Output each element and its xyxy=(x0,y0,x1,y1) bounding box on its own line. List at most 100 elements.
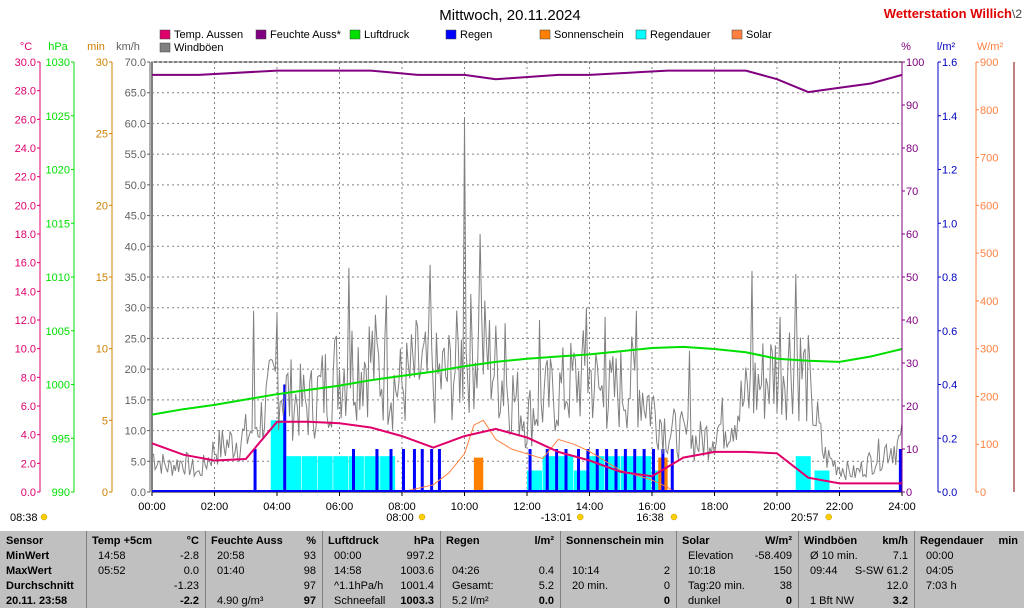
rain-bar xyxy=(545,449,549,492)
humidity-tick-label: 80 xyxy=(906,143,918,155)
table-header-label: Windböen xyxy=(804,535,858,547)
temp-tick-label: 16.0 xyxy=(15,258,36,270)
legend-swatch xyxy=(731,29,743,40)
solar-tick-label: 200 xyxy=(980,391,998,403)
wind-unit-label: km/h xyxy=(116,41,140,53)
humidity-tick-label: 40 xyxy=(906,315,918,327)
table-cell-label: 01:40 xyxy=(217,565,245,577)
wind-tick-label: 55.0 xyxy=(125,149,146,161)
pressure-tick-label: 1015 xyxy=(46,218,70,230)
legend-swatch xyxy=(255,29,267,40)
temp-tick-label: 30.0 xyxy=(15,57,36,69)
humidity-tick-label: 10 xyxy=(906,444,918,456)
rain-bar xyxy=(253,449,257,492)
humidity-tick-label: 70 xyxy=(906,186,918,198)
temp-tick-label: 4.0 xyxy=(21,430,36,442)
wind-tick-label: 5.0 xyxy=(131,456,146,468)
temp-tick-label: 2.0 xyxy=(21,458,36,470)
table-cell-label: 04:26 xyxy=(452,565,480,577)
rain-bar xyxy=(437,449,441,492)
table-cell-label: Durchschnitt xyxy=(6,580,74,592)
table-cell-label: Ø 10 min. xyxy=(810,550,858,562)
weather-chart: 00:00 02:00 04:00 06:00 08:00 10:00 12:00 14:00… xyxy=(10,6,1022,524)
table-header-label: Solar xyxy=(682,535,710,547)
x-tick-label: 04:00 xyxy=(263,501,291,513)
rain-bar xyxy=(670,449,674,492)
x-tick-label: 00:00 xyxy=(138,501,166,513)
table-cell-value: 97 xyxy=(303,580,316,592)
table-header-unit: % xyxy=(306,535,316,547)
table-cell-label: 5.2 l/m² xyxy=(452,595,489,607)
table-cell-label: MinWert xyxy=(6,550,50,562)
marker-label: 20:57 xyxy=(791,512,819,524)
table-cell-label: 04:05 xyxy=(926,565,954,577)
rain-tick-label: 1.4 xyxy=(942,111,957,123)
table-cell-value: S-SW 61.2 xyxy=(854,565,908,577)
x-tick-label: 08:00 xyxy=(388,501,416,513)
rain-bar xyxy=(420,449,424,492)
legend-swatch xyxy=(159,42,171,53)
rain-tick-label: 1.2 xyxy=(942,165,957,177)
rain-bar xyxy=(898,449,902,492)
table-header-unit: l/m² xyxy=(534,535,554,547)
rain-tick-label: 0.6 xyxy=(942,326,957,338)
rain-unit-label: l/m² xyxy=(937,41,956,53)
table-cell-label: 10:18 xyxy=(688,565,716,577)
minutes-unit-label: min xyxy=(87,41,105,53)
pressure-unit-label: hPa xyxy=(48,41,68,53)
stats-table: Sensor MinWert MaxWert Durchschnitt 20.11. 2… xyxy=(0,531,1024,608)
solar-tick-label: 600 xyxy=(980,200,998,212)
table-divider xyxy=(798,531,799,608)
wind-tick-label: 65.0 xyxy=(125,88,146,100)
minutes-tick-label: 15 xyxy=(96,272,108,284)
table-cell-label: 20:58 xyxy=(217,550,245,562)
rain-bar xyxy=(430,449,434,492)
rain-bar xyxy=(528,449,532,492)
table-cell-label: dunkel xyxy=(688,595,721,607)
wind-tick-label: 70.0 xyxy=(125,57,146,69)
legend-label: Solar xyxy=(746,29,772,41)
x-tick-label: 20:00 xyxy=(763,501,791,513)
temp-tick-label: 26.0 xyxy=(15,114,36,126)
solar-tick-label: 500 xyxy=(980,248,998,260)
rain-bar xyxy=(375,449,379,492)
minutes-tick-label: 5 xyxy=(102,415,108,427)
marker-label: 16:38 xyxy=(636,512,664,524)
table-divider xyxy=(86,531,87,608)
legend-label: Sonnenschein xyxy=(554,29,624,41)
legend-swatch xyxy=(635,29,647,40)
table-cell-label: 1 Bft NW xyxy=(810,595,855,607)
rain-bar xyxy=(595,449,599,492)
pressure-tick-label: 1000 xyxy=(46,380,70,392)
minutes-tick-label: 10 xyxy=(96,344,108,356)
pressure-tick-label: 1005 xyxy=(46,326,70,338)
table-header-unit: hPa xyxy=(413,535,434,547)
x-tick-label: 10:00 xyxy=(451,501,479,513)
table-column: Sonnenschein min 10:14 2 20 min. 0 0 xyxy=(560,531,676,608)
table-cell-value: 2 xyxy=(663,565,670,577)
humidity-unit-label: % xyxy=(901,41,911,53)
solar-tick-label: 800 xyxy=(980,105,998,117)
raindur-bar xyxy=(286,456,302,492)
wind-tick-label: 15.0 xyxy=(125,395,146,407)
temperature-line xyxy=(151,420,902,485)
legend-label: Windböen xyxy=(174,42,224,54)
x-tick-label: 02:00 xyxy=(201,501,229,513)
legend-swatch xyxy=(159,29,171,40)
chart-title: Mittwoch, 20.11.2024 xyxy=(439,7,580,24)
table-cell-label: ^1.1hPa/h xyxy=(334,580,384,592)
legend-swatch xyxy=(539,29,551,40)
x-tick-label: 18:00 xyxy=(701,501,729,513)
series-layer xyxy=(151,69,903,493)
table-divider xyxy=(914,531,915,608)
table-column: Regen l/m² 04:26 0.4 Gesamt: 5.2 5.2 l/m² 0.0 xyxy=(440,531,560,608)
solar-unit-label: W/m² xyxy=(977,41,1004,53)
rain-bar xyxy=(642,449,646,492)
wind-tick-label: 25.0 xyxy=(125,333,146,345)
table-cell-value: 1003.6 xyxy=(400,565,434,577)
raindur-bar xyxy=(302,456,317,492)
table-cell-value: 0 xyxy=(663,580,670,592)
table-cell-label: Schneefall xyxy=(334,595,386,607)
rain-bar xyxy=(412,449,416,492)
table-cell-label: 7:03 h xyxy=(926,580,957,592)
